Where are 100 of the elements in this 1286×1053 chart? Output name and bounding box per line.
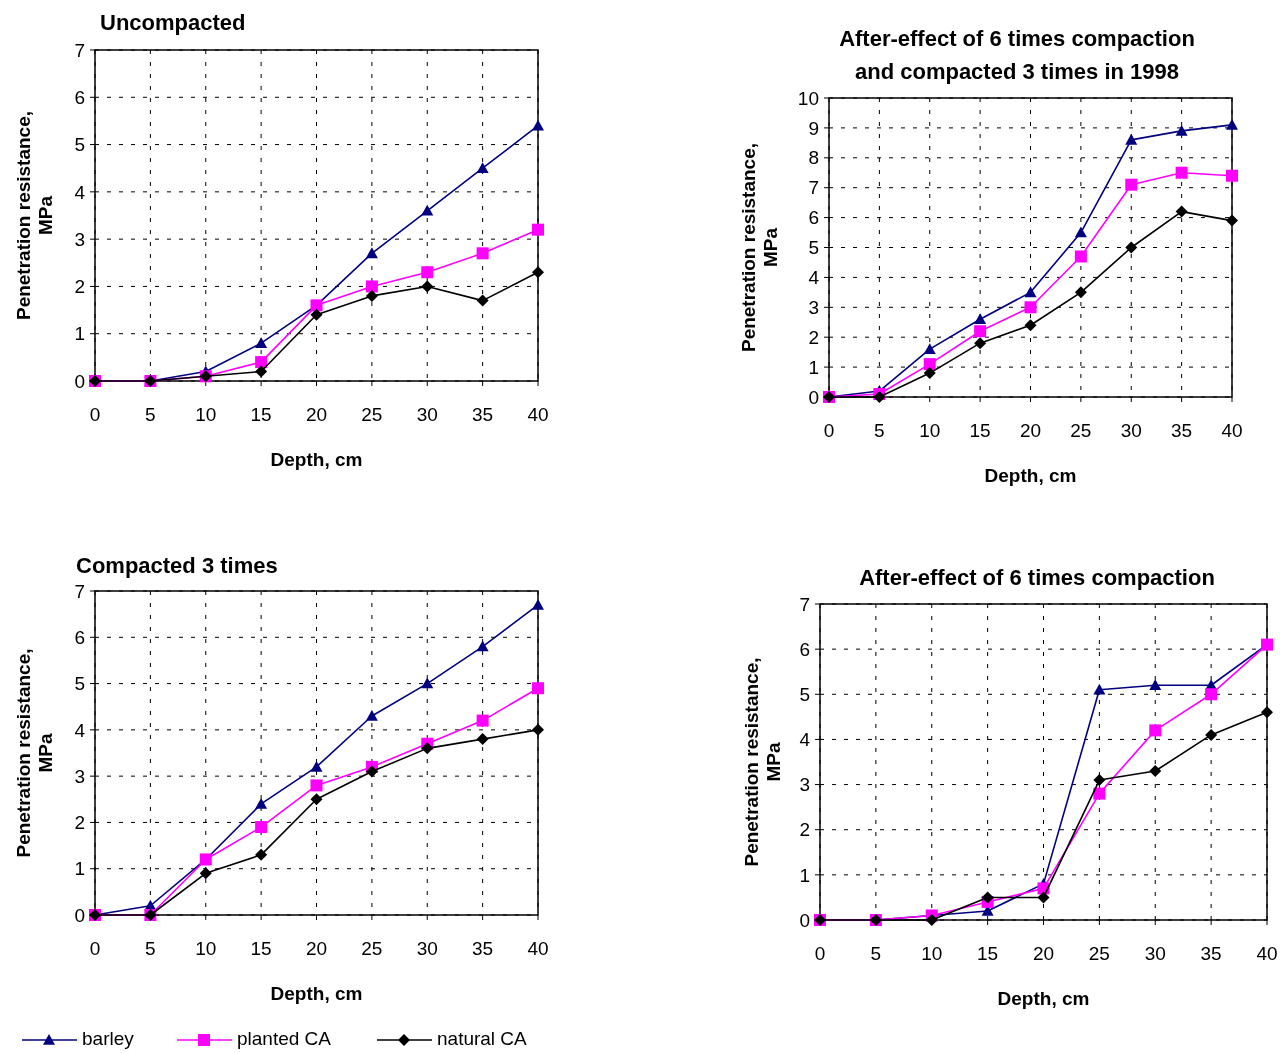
x-tick-label: 0 <box>89 404 101 425</box>
y-tick-label: 7 <box>799 593 810 615</box>
point <box>421 742 434 755</box>
point <box>1125 133 1138 145</box>
x-tick-label: 30 <box>1120 420 1142 441</box>
x-tick-label: 30 <box>416 404 438 425</box>
point <box>1074 250 1087 263</box>
x-tick-label: 20 <box>1019 420 1042 441</box>
point <box>1226 118 1238 130</box>
point <box>255 848 268 861</box>
x-axis-title: Depth, cm <box>270 449 363 470</box>
x-tick-label: 20 <box>1032 943 1055 964</box>
point <box>974 337 987 350</box>
x-tick-label: 35 <box>1171 420 1193 441</box>
point <box>923 343 936 354</box>
point <box>532 266 544 279</box>
point <box>310 793 323 806</box>
point <box>421 677 434 689</box>
x-tick-label: 0 <box>823 420 835 441</box>
y-tick-label: 2 <box>808 326 819 348</box>
point <box>1226 169 1238 182</box>
point <box>923 358 936 371</box>
point <box>1205 688 1218 701</box>
x-tick-label: 15 <box>250 938 272 959</box>
point <box>532 682 544 695</box>
y-axis-title: Penetration resistance, MPa <box>13 110 56 321</box>
x-tick-label: 25 <box>361 938 383 959</box>
point <box>310 779 323 792</box>
point <box>923 367 936 380</box>
point <box>365 247 378 259</box>
x-tick-label: 25 <box>361 404 383 425</box>
y-tick-label: 1 <box>808 356 819 378</box>
x-tick-label: 35 <box>1200 943 1222 964</box>
point <box>1093 683 1106 695</box>
point <box>1024 301 1037 314</box>
point <box>974 325 987 338</box>
point <box>1125 241 1138 254</box>
y-tick-label: 6 <box>74 626 85 648</box>
chart-title: Compacted 3 times <box>76 553 278 578</box>
y-axis-title: Penetration resistance, MPa <box>741 657 784 867</box>
x-tick-label: 5 <box>874 420 885 441</box>
y-tick-label: 0 <box>74 370 85 392</box>
point <box>1226 214 1238 227</box>
y-tick-label: 4 <box>808 267 820 289</box>
point <box>1261 706 1273 719</box>
y-axis-title: Penetration resistance, MPa <box>738 142 781 353</box>
x-tick-label: 35 <box>472 404 494 425</box>
point <box>476 714 489 727</box>
y-tick-label: 6 <box>799 638 810 660</box>
y-tick-label: 3 <box>74 765 85 787</box>
y-tick-label: 5 <box>808 237 819 259</box>
chart-title: After-effect of 6 times compaction and compacted 3 times in 1998 <box>839 26 1195 84</box>
point <box>1024 319 1037 332</box>
x-tick-label: 10 <box>195 938 217 959</box>
x-axis-title: Depth, cm <box>997 988 1090 1009</box>
point <box>255 337 268 348</box>
point <box>974 313 987 325</box>
x-tick-label: 20 <box>305 938 328 959</box>
point <box>532 723 544 736</box>
x-tick-label: 15 <box>977 943 999 964</box>
point <box>365 280 378 293</box>
point <box>1125 178 1138 191</box>
y-tick-label: 4 <box>799 729 811 751</box>
x-axis-title: Depth, cm <box>270 983 363 1004</box>
point <box>1074 286 1087 299</box>
y-tick-label: 8 <box>808 147 819 169</box>
y-tick-label: 0 <box>808 386 819 408</box>
point <box>476 247 489 260</box>
x-tick-label: 40 <box>1221 420 1243 441</box>
x-tick-label: 25 <box>1088 943 1110 964</box>
point <box>476 294 489 307</box>
y-tick-label: 1 <box>74 858 85 880</box>
y-tick-label: 3 <box>799 774 810 796</box>
y-tick-label: 6 <box>74 86 85 108</box>
y-tick-label: 1 <box>74 323 85 345</box>
y-tick-label: 3 <box>808 296 819 318</box>
y-tick-label: 9 <box>808 117 819 139</box>
point <box>255 797 268 809</box>
x-tick-label: 40 <box>527 938 549 959</box>
point <box>365 709 378 721</box>
point <box>310 308 323 321</box>
x-axis-title: Depth, cm <box>984 465 1077 486</box>
y-tick-label: 2 <box>74 276 85 298</box>
point <box>1149 765 1162 778</box>
point <box>310 760 323 772</box>
point <box>1175 124 1188 136</box>
point <box>532 223 544 236</box>
y-tick-label: 7 <box>808 177 819 199</box>
x-tick-label: 10 <box>919 420 941 441</box>
y-tick-label: 0 <box>74 904 85 926</box>
legend-label: barley <box>82 1027 135 1049</box>
y-tick-label: 1 <box>799 864 810 886</box>
point <box>365 765 378 778</box>
legend-label: planted CA <box>237 1027 332 1049</box>
y-tick-label: 4 <box>74 719 86 741</box>
point <box>1093 774 1106 787</box>
point <box>255 365 268 378</box>
x-tick-label: 40 <box>527 404 549 425</box>
y-tick-label: 2 <box>74 812 85 834</box>
y-axis-title: Penetration resistance, MPa <box>13 648 56 858</box>
